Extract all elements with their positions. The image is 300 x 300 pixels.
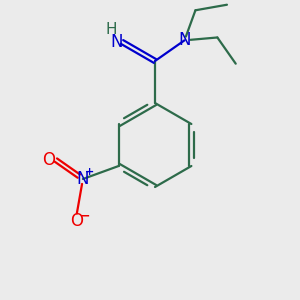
Text: −: − [80,210,90,223]
Text: N: N [178,32,191,50]
Text: N: N [111,33,123,51]
Text: O: O [42,151,56,169]
Text: +: + [85,167,94,177]
Text: O: O [70,212,83,230]
Text: N: N [77,170,89,188]
Text: H: H [105,22,117,38]
